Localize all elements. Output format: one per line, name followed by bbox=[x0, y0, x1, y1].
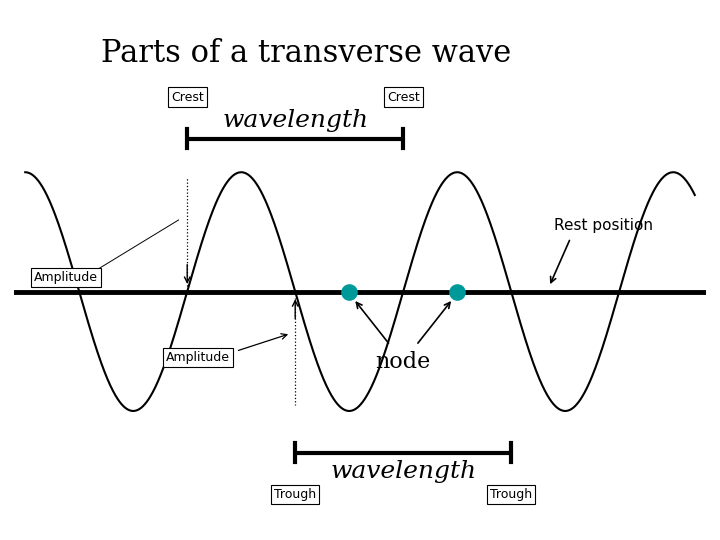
Text: Parts of a transverse wave: Parts of a transverse wave bbox=[101, 38, 511, 69]
Point bbox=[451, 287, 463, 296]
Text: Crest: Crest bbox=[387, 91, 420, 104]
Text: Rest position: Rest position bbox=[554, 219, 654, 233]
Text: wavelength: wavelength bbox=[222, 109, 368, 132]
Point bbox=[343, 287, 355, 296]
Text: Trough: Trough bbox=[274, 488, 316, 501]
Text: Crest: Crest bbox=[171, 91, 204, 104]
Text: Trough: Trough bbox=[490, 488, 532, 501]
Text: Amplitude: Amplitude bbox=[166, 351, 230, 364]
Text: Amplitude: Amplitude bbox=[34, 271, 98, 284]
Text: wavelength: wavelength bbox=[330, 460, 476, 483]
Text: node: node bbox=[376, 352, 431, 373]
